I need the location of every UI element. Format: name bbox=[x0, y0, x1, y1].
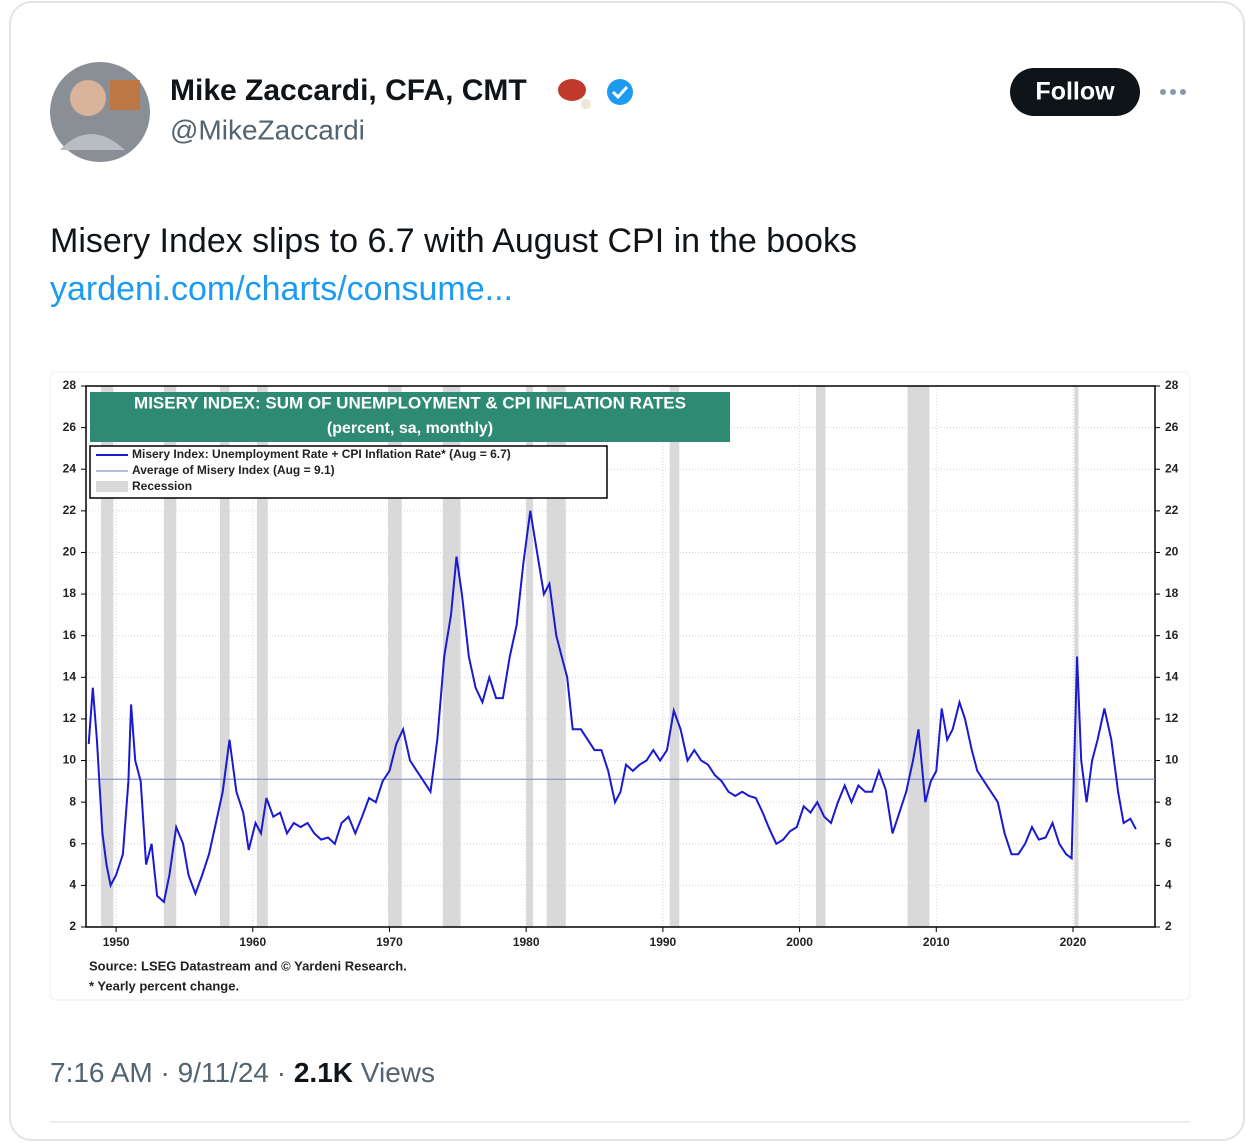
y2-tick-label: 2 bbox=[1165, 919, 1172, 933]
legend-label: Recession bbox=[132, 479, 192, 493]
y2-tick-label: 10 bbox=[1165, 753, 1179, 767]
more-menu[interactable] bbox=[1160, 89, 1186, 95]
time: 7:16 AM bbox=[50, 1057, 153, 1088]
recession-band bbox=[101, 386, 114, 927]
recession-band bbox=[256, 386, 268, 927]
recession-band bbox=[907, 386, 930, 927]
plot-frame bbox=[85, 385, 1156, 928]
y2-tick-label: 14 bbox=[1165, 669, 1179, 683]
y2-tick-label: 24 bbox=[1165, 461, 1179, 475]
y-tick-label: 12 bbox=[63, 711, 77, 725]
y-tick-label: 28 bbox=[63, 378, 77, 392]
title-box bbox=[90, 392, 730, 442]
y2-tick-label: 26 bbox=[1165, 420, 1179, 434]
y2-tick-label: 16 bbox=[1165, 628, 1179, 642]
recession-band bbox=[669, 386, 680, 927]
y2-tick-label: 12 bbox=[1165, 711, 1179, 725]
y2-tick-label: 18 bbox=[1165, 586, 1179, 600]
y2-tick-label: 20 bbox=[1165, 545, 1179, 559]
y-tick-label: 2 bbox=[69, 919, 76, 933]
x-tick-label: 1980 bbox=[513, 935, 540, 949]
tweet-text: Misery Index slips to 6.7 with August CP… bbox=[50, 222, 857, 260]
chart-subtitle: (percent, sa, monthly) bbox=[327, 420, 493, 437]
verified-badge bbox=[607, 79, 633, 105]
views-count: 2.1K bbox=[294, 1057, 353, 1088]
recession-band bbox=[815, 386, 826, 927]
recession-band bbox=[163, 386, 177, 927]
y-tick-label: 20 bbox=[63, 545, 77, 559]
legend-label: Average of Misery Index (Aug = 9.1) bbox=[132, 463, 335, 477]
y-tick-label: 8 bbox=[69, 794, 76, 808]
recession-band bbox=[526, 386, 534, 927]
y-tick-label: 4 bbox=[69, 878, 76, 892]
recession-band bbox=[219, 386, 230, 927]
follow-label[interactable]: Follow bbox=[1035, 78, 1115, 106]
y2-tick-label: 8 bbox=[1165, 794, 1172, 808]
y2-tick-label: 4 bbox=[1165, 878, 1172, 892]
chart-note: Source: LSEG Datastream and © Yardeni Re… bbox=[89, 958, 407, 973]
recession-band bbox=[442, 386, 461, 927]
y-tick-label: 6 bbox=[69, 836, 76, 850]
x-tick-label: 2000 bbox=[786, 935, 813, 949]
x-tick-label: 2020 bbox=[1060, 935, 1087, 949]
views-label: Views bbox=[361, 1057, 435, 1088]
emoji-icon bbox=[558, 79, 591, 109]
y2-tick-label: 28 bbox=[1165, 378, 1179, 392]
legend-box bbox=[89, 445, 608, 499]
tweet-link[interactable]: yardeni.com/charts/consume... bbox=[50, 270, 513, 308]
author-name[interactable]: Mike Zaccardi, CFA, CMT bbox=[170, 74, 527, 107]
separator: · bbox=[161, 1057, 170, 1088]
separator: · bbox=[277, 1057, 286, 1088]
y-tick-label: 26 bbox=[63, 420, 77, 434]
x-tick-label: 1950 bbox=[103, 935, 130, 949]
y2-tick-label: 22 bbox=[1165, 503, 1179, 517]
author-handle[interactable]: @MikeZaccardi bbox=[170, 114, 365, 145]
chart-title: MISERY INDEX: SUM OF UNEMPLOYMENT & CPI … bbox=[134, 393, 686, 412]
y2-tick-label: 6 bbox=[1165, 836, 1172, 850]
x-tick-label: 2010 bbox=[923, 935, 950, 949]
x-tick-label: 1990 bbox=[650, 935, 677, 949]
timestamp: 7:16 AM · 9/11/24 · 2.1K Views bbox=[50, 1057, 435, 1088]
y-tick-label: 22 bbox=[63, 503, 77, 517]
legend-swatch bbox=[96, 481, 128, 492]
legend-label: Misery Index: Unemployment Rate + CPI In… bbox=[132, 447, 511, 461]
avatar[interactable] bbox=[50, 62, 150, 162]
y-tick-label: 18 bbox=[63, 586, 77, 600]
series-line bbox=[87, 510, 1137, 904]
chart-note: * Yearly percent change. bbox=[89, 978, 239, 993]
recession-band bbox=[546, 386, 566, 927]
date: 9/11/24 bbox=[178, 1057, 269, 1088]
x-tick-label: 1960 bbox=[239, 935, 266, 949]
y-tick-label: 24 bbox=[63, 461, 77, 475]
y-tick-label: 14 bbox=[63, 669, 77, 683]
y-tick-label: 16 bbox=[63, 628, 77, 642]
x-tick-label: 1970 bbox=[376, 935, 403, 949]
follow-button[interactable] bbox=[1010, 68, 1140, 116]
y-tick-label: 10 bbox=[63, 753, 77, 767]
recession-band bbox=[388, 386, 402, 927]
